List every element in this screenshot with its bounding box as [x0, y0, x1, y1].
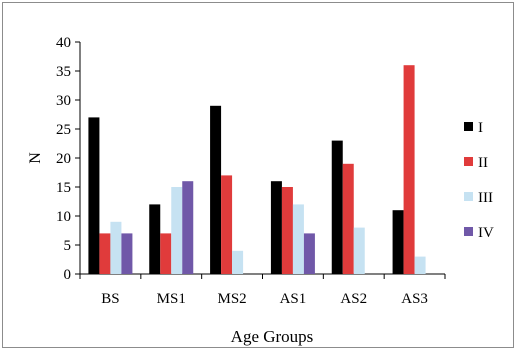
y-tick-label: 10 — [56, 209, 71, 225]
bar-I-MS2 — [210, 106, 221, 274]
y-tick-label: 35 — [56, 64, 71, 80]
y-tick-label: 40 — [56, 35, 71, 51]
bar-III-AS1 — [293, 204, 304, 274]
bars — [88, 65, 425, 274]
x-axis: BS MS1 MS2 AS1 AS2 AS3 — [80, 274, 445, 307]
x-tick-label: AS1 — [280, 291, 307, 307]
bar-II-AS2 — [343, 164, 354, 274]
legend-swatch-IV — [464, 227, 473, 236]
bar-II-BS — [99, 233, 110, 274]
bar-III-BS — [110, 222, 121, 274]
legend-label-II: II — [478, 155, 488, 171]
bar-I-AS3 — [393, 210, 404, 274]
y-tick-label: 0 — [64, 267, 72, 283]
bar-I-AS2 — [332, 141, 343, 274]
bar-IV-AS1 — [304, 233, 315, 274]
bar-III-AS2 — [354, 228, 365, 274]
y-tick-label: 25 — [56, 122, 71, 138]
y-tick-label: 30 — [56, 93, 71, 109]
legend-swatch-I — [464, 122, 473, 131]
bar-I-MS1 — [149, 204, 160, 274]
x-tick-label: BS — [101, 291, 119, 307]
x-tick-label: AS2 — [340, 291, 367, 307]
y-tick-label: 20 — [56, 151, 71, 167]
y-axis-label: N — [27, 152, 44, 164]
y-axis: 0 5 10 15 20 25 30 35 40 — [56, 35, 80, 283]
x-tick-label: MS1 — [157, 291, 186, 307]
x-tick-label: AS3 — [401, 291, 428, 307]
y-tick-label: 15 — [56, 180, 71, 196]
legend-swatch-III — [464, 192, 473, 201]
bar-II-MS2 — [221, 175, 232, 274]
legend-swatch-II — [464, 157, 473, 166]
bar-IV-MS1 — [182, 181, 193, 274]
bar-II-MS1 — [160, 233, 171, 274]
x-axis-label: Age Groups — [231, 327, 314, 346]
legend-label-IV: IV — [478, 225, 494, 241]
legend-label-I: I — [478, 120, 483, 136]
bar-III-MS1 — [171, 187, 182, 274]
x-tick-label: MS2 — [217, 291, 246, 307]
y-tick-label: 5 — [64, 238, 72, 254]
bar-III-MS2 — [232, 251, 243, 274]
bar-I-AS1 — [271, 181, 282, 274]
legend-label-III: III — [478, 190, 493, 206]
bar-II-AS1 — [282, 187, 293, 274]
bar-II-AS3 — [404, 65, 415, 274]
bar-III-AS3 — [415, 257, 426, 274]
bar-I-BS — [88, 117, 99, 274]
bar-IV-BS — [121, 233, 132, 274]
